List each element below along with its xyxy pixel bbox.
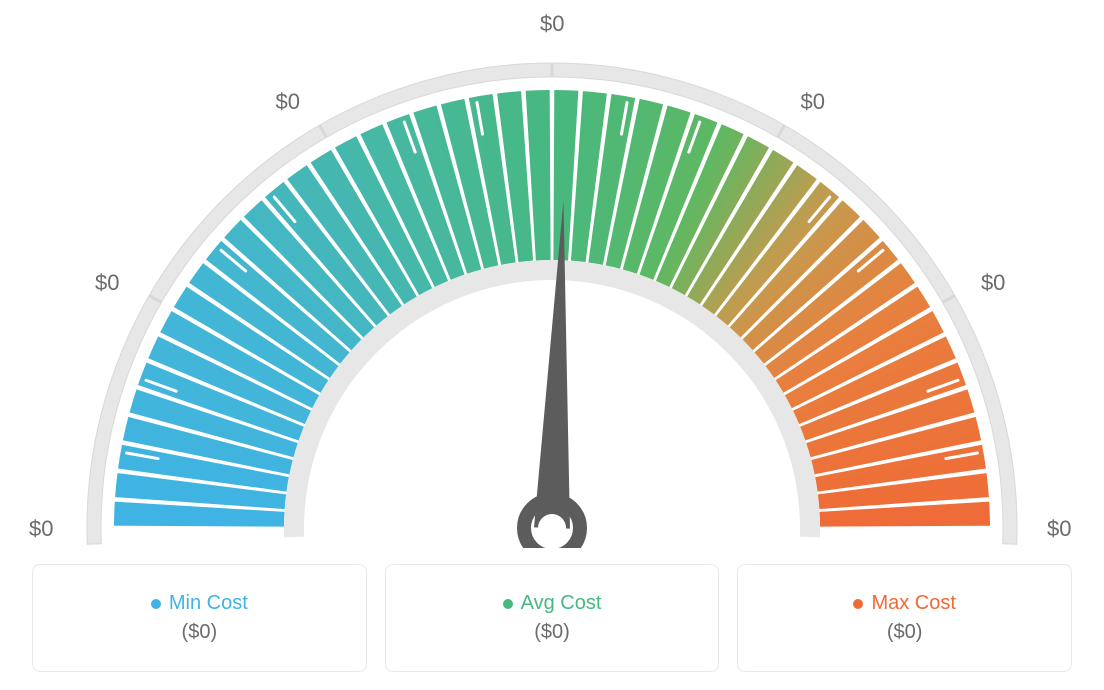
legend-value-avg: ($0) xyxy=(534,621,570,644)
legend-dot-min xyxy=(151,599,161,609)
legend-dot-max xyxy=(853,599,863,609)
gauge-svg xyxy=(42,28,1062,548)
gauge-scale-label: $0 xyxy=(540,11,564,37)
legend-label-avg: Avg Cost xyxy=(521,592,602,615)
legend-dot-avg xyxy=(503,599,513,609)
gauge-scale-label: $0 xyxy=(276,89,300,115)
gauge-scale-label: $0 xyxy=(1047,516,1071,542)
gauge-scale-label: $0 xyxy=(29,516,53,542)
legend-row: Min Cost ($0) Avg Cost ($0) Max Cost ($0… xyxy=(32,564,1072,672)
legend-card-max: Max Cost ($0) xyxy=(737,564,1072,672)
legend-title-avg: Avg Cost xyxy=(503,592,602,615)
legend-title-min: Min Cost xyxy=(151,592,248,615)
gauge-scale-label: $0 xyxy=(801,89,825,115)
legend-card-min: Min Cost ($0) xyxy=(32,564,367,672)
legend-value-max: ($0) xyxy=(887,621,923,644)
legend-value-min: ($0) xyxy=(182,621,218,644)
legend-title-max: Max Cost xyxy=(853,592,955,615)
legend-card-avg: Avg Cost ($0) xyxy=(385,564,720,672)
legend-label-min: Min Cost xyxy=(169,592,248,615)
gauge-scale-label: $0 xyxy=(95,270,119,296)
chart-container: $0 $0 $0 $0 $0 $0 $0 Min Cost ($0) Avg Cost ($… xyxy=(0,0,1104,690)
gauge-scale-label: $0 xyxy=(981,270,1005,296)
gauge-area: $0$0$0$0$0$0$0 xyxy=(42,28,1062,548)
legend-label-max: Max Cost xyxy=(871,592,955,615)
